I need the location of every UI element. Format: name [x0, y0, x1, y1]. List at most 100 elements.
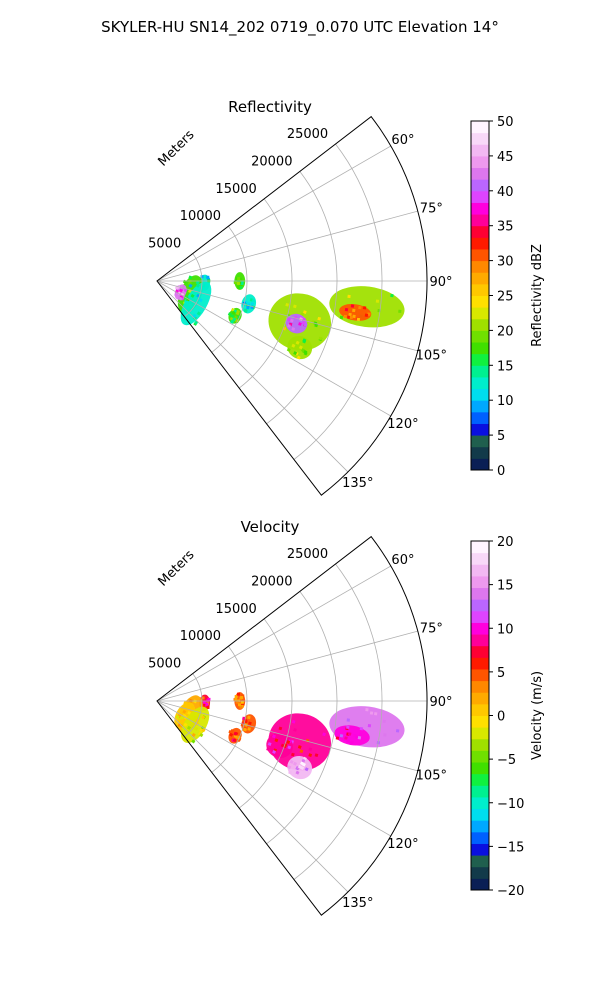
colorbar-label: Reflectivity dBZ: [530, 244, 545, 347]
echo-speckle: [230, 319, 235, 324]
echo-speckle: [246, 302, 251, 306]
colorbar-tick-label: −5: [497, 753, 516, 768]
colorbar-swatch: [471, 738, 489, 751]
colorbar-swatch: [471, 855, 489, 868]
echo-speckle: [191, 739, 196, 744]
colorbar: 0 5 10 15 20 25 30 35 40 45 50 Reflectivity dBZ: [470, 115, 545, 479]
echo-speckle: [303, 323, 308, 327]
echo-speckle: [300, 761, 304, 766]
echo-speckle: [287, 317, 291, 322]
echo-cell: [334, 725, 370, 746]
colorbar-swatch: [471, 657, 489, 670]
range-ring: [238, 198, 293, 389]
range-ring: [211, 225, 248, 353]
azimuth-tick-label: 135°: [342, 476, 373, 491]
echo-speckle: [206, 275, 210, 279]
echo-speckle: [322, 732, 326, 737]
echo-speckle: [339, 734, 344, 738]
colorbar-swatch: [471, 214, 489, 227]
colorbar-swatch: [471, 132, 489, 145]
colorbar-swatch: [471, 435, 489, 448]
echo-speckle: [234, 694, 238, 698]
echo-speckle: [300, 766, 305, 771]
colorbar-swatch: [471, 411, 489, 424]
chart-title: Reflectivity: [228, 98, 312, 116]
echo-speckle: [251, 298, 256, 303]
colorbar-swatch: [471, 318, 489, 331]
colorbar-swatch: [471, 260, 489, 273]
echo-speckle: [278, 726, 283, 731]
chart-title: Velocity: [241, 518, 300, 536]
echo-speckle: [343, 314, 348, 319]
echo-speckle: [390, 293, 394, 298]
colorbar-swatch: [471, 692, 489, 705]
echo-speckle: [206, 705, 210, 710]
echo-speckle: [344, 736, 348, 740]
range-ring: [184, 673, 203, 738]
colorbar-tick-label: −10: [497, 797, 524, 812]
echo-speckle: [398, 309, 402, 313]
echo-speckle: [178, 296, 183, 301]
azimuth-tick-label: 120°: [387, 837, 418, 852]
echo-speckle: [291, 719, 296, 724]
echo-speckle: [298, 322, 302, 326]
polar-grid: [156, 563, 427, 893]
colorbar-swatch: [471, 552, 489, 565]
echo-speckle: [250, 302, 255, 306]
echo-speckle: [299, 749, 304, 754]
echo-speckle: [178, 288, 183, 293]
echo-speckle: [293, 728, 297, 732]
colorbar-tick-label: 20: [497, 324, 514, 339]
colorbar-swatch: [471, 831, 489, 844]
colorbar-swatch: [471, 727, 489, 740]
polar-frame: [156, 535, 428, 916]
azimuth-tick-label: 90°: [429, 275, 452, 290]
echo-speckle: [246, 305, 250, 310]
echo-speckle: [199, 733, 204, 738]
echo-speckle: [287, 745, 292, 750]
echo-speckle: [235, 700, 239, 704]
echo-speckle: [375, 299, 380, 303]
colorbar-swatch: [471, 564, 489, 577]
colorbar-swatch: [471, 703, 489, 716]
echo-speckle: [196, 311, 201, 316]
echo-speckle: [240, 696, 244, 700]
echo-speckle: [308, 753, 313, 757]
echo-speckle: [357, 736, 362, 740]
colorbar-swatch: [471, 179, 489, 192]
echo-speckle: [232, 317, 237, 322]
colorbar-swatch: [471, 295, 489, 308]
colorbar-swatch: [471, 283, 489, 296]
colorbar-swatch: [471, 190, 489, 203]
azimuth-line: [156, 145, 392, 282]
colorbar-swatch: [471, 365, 489, 378]
echo-speckle: [383, 733, 387, 737]
colorbar-swatch: [471, 423, 489, 436]
range-ring: [293, 143, 383, 460]
echo-speckle: [243, 727, 248, 732]
echo-speckle: [347, 732, 352, 736]
colorbar-tick-label: 5: [497, 666, 505, 681]
azimuth-tick-label: 120°: [387, 417, 418, 432]
colorbar-swatch: [471, 202, 489, 215]
echo-speckle: [286, 347, 291, 352]
azimuth-line: [156, 565, 392, 702]
colorbar-swatch: [471, 167, 489, 180]
echo-speckle: [291, 327, 296, 331]
radial-axis-label: Meters: [156, 547, 198, 589]
colorbar-swatch: [471, 645, 489, 658]
echo-speckle: [236, 281, 240, 285]
echo-speckle: [182, 709, 187, 714]
colorbar-swatch: [471, 820, 489, 833]
colorbar-swatch: [471, 458, 489, 471]
chart-panel-2: Velocity 60° 75° 90° 105° 120° 135° 5000 10000 15…: [148, 518, 545, 916]
echo-speckle: [293, 761, 298, 766]
colorbar-swatch: [471, 155, 489, 169]
colorbar-swatch: [471, 248, 489, 262]
echo-speckle: [248, 721, 252, 726]
polar-frame: [156, 115, 428, 496]
echo-speckle: [205, 702, 209, 706]
range-ring: [266, 171, 338, 425]
echo-speckle: [236, 692, 240, 696]
